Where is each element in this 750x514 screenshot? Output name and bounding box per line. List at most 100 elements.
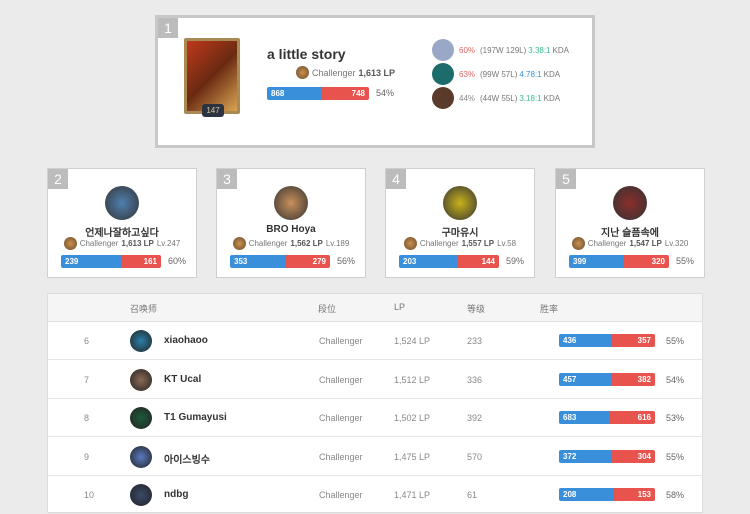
level-value: Lv.247 [156, 239, 181, 248]
winrate: 56% [337, 256, 356, 266]
header-summoner: 召唤师 [130, 304, 158, 314]
rank: 10 [84, 490, 95, 500]
player-name[interactable]: xiaohaoo [164, 335, 208, 346]
rank: 7 [84, 374, 90, 385]
lp-value: 1,613 LP [121, 239, 154, 248]
winrate: 55% [666, 336, 685, 346]
challenger-emblem-icon [63, 237, 77, 250]
losses: 357 [611, 334, 655, 347]
rank: 6 [84, 336, 90, 346]
tier-info: Challenger 1,562 LP Lv.189 [217, 237, 365, 250]
winrate: 53% [666, 413, 685, 423]
losses: 616 [609, 411, 655, 424]
lp-value: 1,547 LP [629, 239, 662, 248]
level-value: Lv.320 [664, 239, 689, 248]
player-card[interactable]: 2 언제나잘하고싶다 Challenger 1,613 LP Lv.247 23… [47, 168, 197, 278]
table-row[interactable]: 6 xiaohaoo Challenger 1,524 LP 233 436 35… [48, 322, 702, 360]
rank-badge: 1 [158, 18, 178, 38]
player-name[interactable]: 구마유시 [441, 228, 479, 239]
lp: 1,471 LP [394, 490, 431, 500]
wins: 868 [267, 87, 322, 100]
player-name[interactable]: BRO Hoya [266, 224, 316, 235]
losses: 304 [611, 449, 655, 463]
losses: 161 [120, 255, 161, 268]
challenger-emblem-icon [571, 237, 585, 250]
table-row[interactable]: 10 ndbg Challenger 1,471 LP 61 208 153 58… [48, 476, 702, 514]
player-name[interactable]: 아이스빙수 [164, 454, 210, 466]
losses: 382 [611, 372, 655, 386]
header-lp: LP [394, 302, 406, 312]
tier-info: Challenger 1,557 LP Lv.58 [386, 237, 534, 250]
header-tier: 段位 [318, 304, 337, 314]
table-row[interactable]: 8 T1 Gumayusi Challenger 1,502 LP 392 68… [48, 399, 702, 437]
level: 336 [467, 374, 483, 385]
champion-icon[interactable] [432, 87, 454, 109]
lp-value: 1,613 LP [358, 67, 396, 78]
lp-value: 1,557 LP [461, 239, 495, 248]
tier-info: Challenger 1,613 LP Lv.247 [48, 237, 196, 250]
champion-stat[interactable]: 44% (44W 55L) 3.18:1 KDA [432, 87, 560, 109]
player-card[interactable]: 3 BRO Hoya Challenger 1,562 LP Lv.189 35… [216, 168, 366, 278]
champion-stat[interactable]: 63% (99W 57L) 4.78:1 KDA [432, 63, 560, 85]
level: 61 [467, 490, 478, 500]
challenger-emblem-icon [232, 237, 246, 250]
winrate: 54% [376, 88, 395, 98]
lp: 1,512 LP [394, 374, 431, 385]
profile-icon[interactable] [130, 445, 152, 468]
champion-kda: 3.18:1 [519, 93, 542, 103]
winloss-bar: 372 304 [559, 449, 655, 463]
profile-icon[interactable] [274, 186, 308, 220]
winloss-bar: 868 748 [267, 87, 369, 100]
champion-kda: 4.78:1 [519, 69, 542, 79]
profile-icon[interactable] [613, 186, 647, 220]
rank: 8 [84, 413, 90, 423]
tier-label: Challenger [587, 239, 627, 248]
lp: 1,502 LP [394, 413, 431, 423]
winloss-bar: 436 357 [559, 334, 655, 347]
level-value: Lv.58 [497, 239, 517, 248]
kda-label: KDA [543, 69, 561, 79]
profile-icon[interactable] [105, 186, 139, 220]
wins: 399 [569, 255, 625, 268]
player-name[interactable]: ndbg [164, 489, 189, 500]
tier: Challenger [319, 490, 363, 500]
wins: 457 [559, 372, 612, 386]
player-card[interactable]: 4 구마유시 Challenger 1,557 LP Lv.58 203 144 … [385, 168, 535, 278]
champion-icon[interactable] [432, 63, 454, 85]
winloss-bar: 399 320 [569, 255, 669, 268]
profile-icon[interactable] [130, 484, 152, 506]
profile-avatar[interactable] [184, 38, 240, 114]
table-row[interactable]: 9 아이스빙수 Challenger 1,475 LP 570 372 304 5… [48, 438, 702, 476]
player-name[interactable]: a little story [267, 46, 346, 62]
champion-icon[interactable] [432, 39, 454, 61]
profile-icon[interactable] [130, 330, 152, 352]
challenger-emblem-icon [403, 237, 417, 250]
wins: 436 [559, 334, 612, 347]
table-header: 召唤师 段位 LP 等级 胜率 [48, 294, 702, 322]
player-card[interactable]: 5 지난 슬픔속에 Challenger 1,547 LP Lv.320 399… [555, 168, 705, 278]
table-row[interactable]: 7 KT Ucal Challenger 1,512 LP 336 457 382… [48, 361, 702, 399]
rank-badge: 4 [386, 169, 406, 189]
player-name[interactable]: 지난 슬픔속에 [601, 228, 659, 239]
player-name[interactable]: 언제나잘하고싶다 [85, 228, 159, 239]
profile-icon[interactable] [130, 368, 152, 391]
wins: 239 [61, 255, 121, 268]
champion-stat[interactable]: 60% (197W 129L) 3.38:1 KDA [432, 39, 569, 61]
level: 570 [467, 451, 483, 462]
profile-icon[interactable] [130, 407, 152, 429]
tier: Challenger [319, 374, 363, 385]
losses: 153 [614, 488, 655, 501]
champion-record: (99W 57L) [480, 69, 518, 79]
lp-value: 1,562 LP [290, 239, 323, 248]
player-name[interactable]: KT Ucal [164, 373, 202, 385]
tier: Challenger [319, 413, 363, 423]
champion-winrate: 63% [459, 69, 476, 79]
player-name[interactable]: T1 Gumayusi [164, 412, 227, 423]
kda-label: KDA [552, 45, 569, 55]
wins: 683 [559, 411, 610, 424]
top-player-card[interactable]: 1 147 a little story Challenger 1,613 LP… [155, 15, 595, 148]
winrate: 60% [168, 256, 187, 266]
champion-winrate: 44% [459, 93, 476, 103]
wins: 353 [230, 255, 286, 268]
profile-icon[interactable] [443, 186, 477, 220]
